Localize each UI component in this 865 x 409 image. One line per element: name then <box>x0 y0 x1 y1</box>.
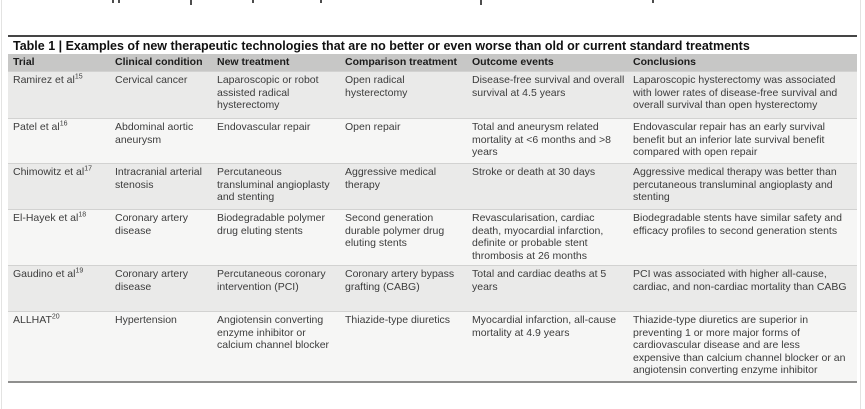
column-header-comparison-treatment: Comparison treatment <box>345 54 472 72</box>
cell-conclusions: Thiazide-type diuretics are superior in … <box>633 311 857 382</box>
cell-comparison-treatment: Coronary artery bypass grafting (CABG) <box>345 265 472 312</box>
figure-left-edge <box>1 0 2 409</box>
cell-clinical-condition: Intracranial arterial stenosis <box>115 163 217 210</box>
cell-new-treatment: Biodegradable polymer drug eluting stent… <box>217 209 345 266</box>
table-row: El-Hayek et al18 Coronary artery disease… <box>8 209 857 266</box>
cell-outcome-events: Total and aneurysm related mortality at … <box>472 118 633 164</box>
cell-conclusions: Endovascular repair has an early surviva… <box>633 118 857 164</box>
table-container: Table 1 | Examples of new therapeutic te… <box>8 35 857 383</box>
reference-superscript: 15 <box>74 73 83 81</box>
reference-superscript: 17 <box>84 165 92 173</box>
cell-trial: Patel et al16 <box>8 118 115 164</box>
trial-name: Patel et al <box>13 121 60 133</box>
cell-outcome-events: Total and cardiac deaths at 5 years <box>472 265 633 312</box>
column-header-new-treatment: New treatment <box>217 54 345 72</box>
cell-clinical-condition: Hypertension <box>115 311 217 382</box>
cell-clinical-condition: Coronary artery disease <box>115 265 217 312</box>
cell-trial: Ramirez et al15 <box>8 71 115 119</box>
cropped-text-remnant <box>0 0 865 7</box>
cell-new-treatment: Angiotensin converting enzyme inhibitor … <box>217 311 345 382</box>
table-row: Ramirez et al15 Cervical cancer Laparosc… <box>8 71 857 119</box>
table-row: Patel et al16 Abdominal aortic aneurysm … <box>8 118 857 164</box>
cell-new-treatment: Percutaneous coronary intervention (PCI) <box>217 265 345 312</box>
cell-outcome-events: Revascularisation, cardiac death, myocar… <box>472 209 633 266</box>
cell-clinical-condition: Coronary artery disease <box>115 209 217 266</box>
cell-conclusions: Laparoscopic hysterectomy was associated… <box>633 71 857 119</box>
trial-name: Gaudino et al <box>13 268 76 280</box>
cell-outcome-events: Disease-free survival and overall surviv… <box>472 71 633 119</box>
trial-name: Ramirez et al <box>13 74 75 86</box>
column-header-outcome-events: Outcome events <box>472 54 633 72</box>
table-row: ALLHAT20 Hypertension Angiotensin conver… <box>8 311 857 382</box>
figure-right-edge <box>860 0 861 409</box>
reference-superscript: 16 <box>59 120 68 128</box>
cell-comparison-treatment: Open repair <box>345 118 472 164</box>
cell-comparison-treatment: Aggressive medical therapy <box>345 163 472 210</box>
cell-conclusions: Biodegradable stents have similar safety… <box>633 209 857 266</box>
trial-name: El-Hayek et al <box>13 212 79 224</box>
cell-comparison-treatment: Second generation durable polymer drug e… <box>345 209 472 266</box>
reference-superscript: 20 <box>51 313 60 321</box>
trial-name: ALLHAT <box>13 314 52 326</box>
reference-superscript: 18 <box>78 211 87 219</box>
column-header-trial: Trial <box>8 54 115 72</box>
column-header-clinical-condition: Clinical condition <box>115 54 217 72</box>
cell-clinical-condition: Abdominal aortic aneurysm <box>115 118 217 164</box>
cell-new-treatment: Percutaneous transluminal angioplasty an… <box>217 163 345 210</box>
cell-comparison-treatment: Open radical hysterectomy <box>345 71 472 119</box>
cell-new-treatment: Laparoscopic or robot assisted radical h… <box>217 71 345 119</box>
header-row: Trial Clinical condition New treatment C… <box>8 54 857 72</box>
cell-trial: Gaudino et al19 <box>8 265 115 312</box>
column-header-conclusions: Conclusions <box>633 54 857 72</box>
cell-conclusions: PCI was associated with higher all-cause… <box>633 265 857 312</box>
cell-conclusions: Aggressive medical therapy was better th… <box>633 163 857 210</box>
cell-outcome-events: Myocardial infarction, all-cause mortali… <box>472 311 633 382</box>
cell-trial: ALLHAT20 <box>8 311 115 382</box>
trial-name: Chimowitz et al <box>13 166 85 178</box>
cell-clinical-condition: Cervical cancer <box>115 71 217 119</box>
cell-trial: El-Hayek et al18 <box>8 209 115 266</box>
reference-superscript: 19 <box>75 267 84 275</box>
cell-comparison-treatment: Thiazide-type diuretics <box>345 311 472 382</box>
table-title: Table 1 | Examples of new therapeutic te… <box>8 35 857 54</box>
therapeutics-table: Trial Clinical condition New treatment C… <box>8 54 857 383</box>
table-row: Gaudino et al19 Coronary artery disease … <box>8 265 857 312</box>
cell-outcome-events: Stroke or death at 30 days <box>472 163 633 210</box>
cell-new-treatment: Endovascular repair <box>217 118 345 164</box>
cell-trial: Chimowitz et al17 <box>8 163 115 210</box>
table-row: Chimowitz et al17 Intracranial arterial … <box>8 163 857 210</box>
